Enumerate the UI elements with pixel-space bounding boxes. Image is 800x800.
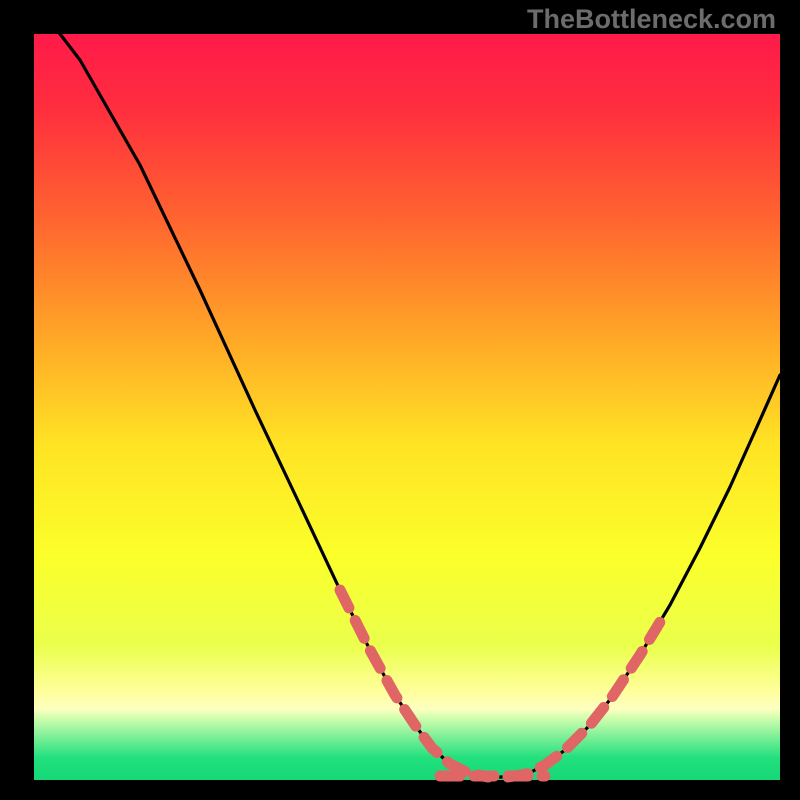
dotted-overlay-left	[340, 590, 488, 777]
watermark-text: TheBottleneck.com	[527, 4, 776, 35]
chart-svg	[0, 0, 800, 800]
bottleneck-curve	[34, 0, 780, 777]
dotted-overlay-right	[508, 622, 660, 777]
